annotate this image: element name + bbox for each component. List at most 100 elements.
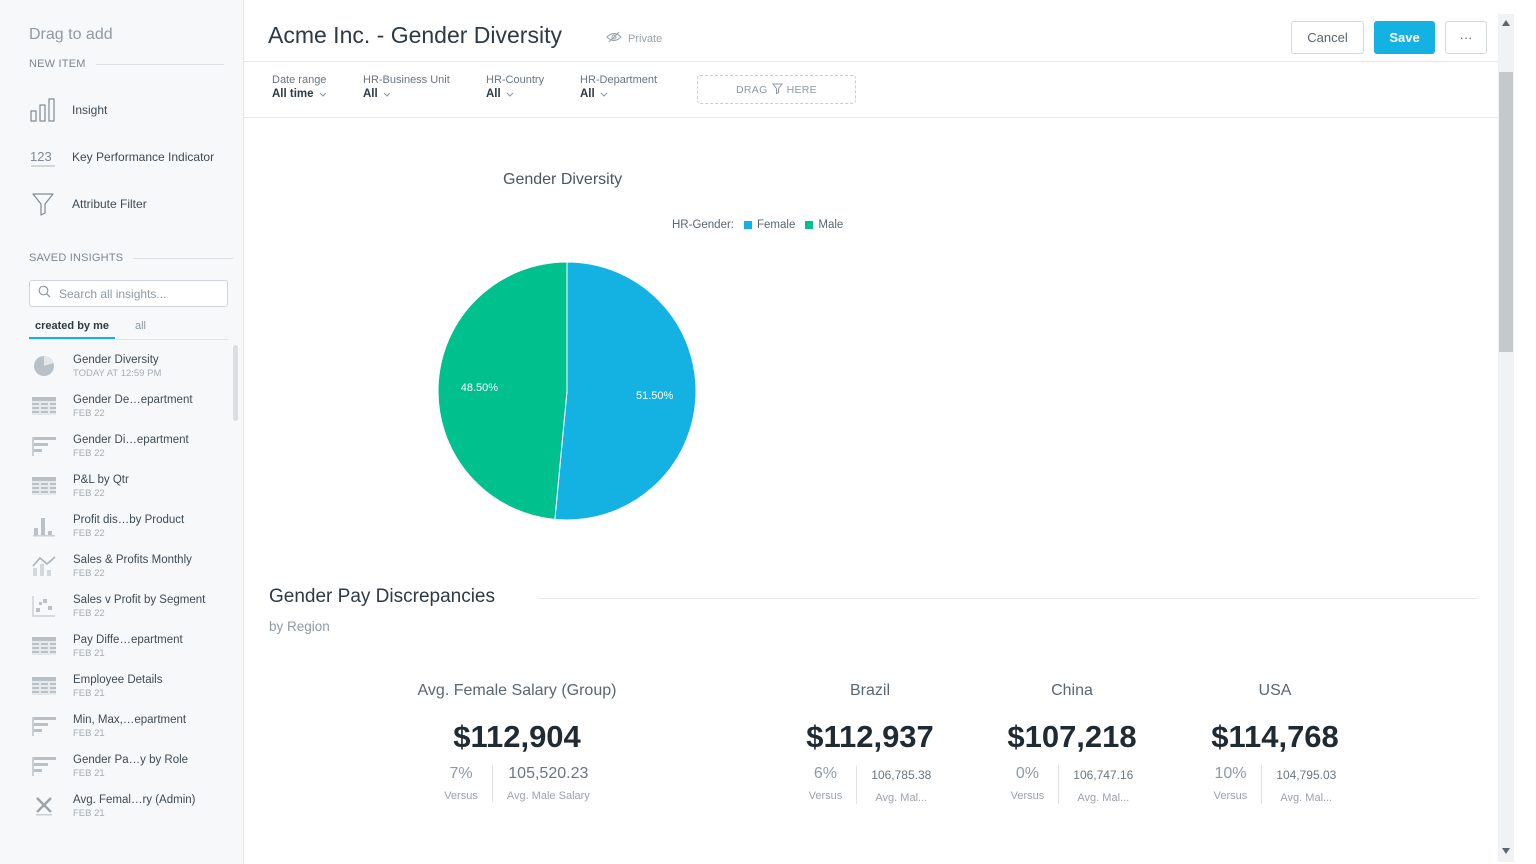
scatter-icon: [29, 591, 59, 621]
search-icon: [38, 285, 51, 303]
section-divider: [133, 257, 234, 259]
cancel-button[interactable]: Cancel: [1291, 21, 1364, 54]
saved-insights-list: Gender Diversity TODAY AT 12:59 PM Gender …: [29, 346, 234, 826]
sidebar-scrollbar[interactable]: [233, 345, 238, 421]
insight-name: Gender Pa…y by Role: [73, 753, 189, 766]
scroll-up-arrow-icon[interactable]: [1502, 20, 1510, 26]
legend-swatch-male: [805, 221, 814, 229]
saved-insight-item[interactable]: Gender De…epartment FEB 22: [29, 386, 234, 426]
pie-chart-icon: [29, 351, 59, 381]
funnel-icon: [29, 190, 57, 218]
filter-country[interactable]: HR-Country All: [486, 74, 544, 100]
legend-title: HR-Gender:: [672, 219, 734, 231]
insight-date: FEB 22: [73, 527, 105, 539]
kpi-change-caption: Versus: [1010, 790, 1045, 802]
pie-slice-male[interactable]: [437, 261, 568, 520]
saved-insight-item[interactable]: Sales v Profit by Segment FEB 22: [29, 586, 234, 626]
saved-insight-item[interactable]: Employee Details FEB 21: [29, 666, 234, 706]
table-icon: [29, 471, 59, 501]
scrollbar-thumb[interactable]: [1499, 72, 1513, 352]
kpi-avg-female-salary-group[interactable]: Avg. Female Salary (Group) $112,904 7% Ve…: [412, 682, 622, 802]
saved-insight-item[interactable]: P&L by Qtr FEB 22: [29, 466, 234, 506]
new-item-insight[interactable]: Insight: [29, 92, 229, 128]
pie-slice-female[interactable]: [554, 261, 697, 521]
horizontal-bar-icon: [29, 751, 59, 781]
kpi-comparison-value: 106,747.16: [1073, 768, 1134, 782]
kpi-value: $107,218: [1007, 719, 1137, 754]
new-item-attribute-filter[interactable]: Attribute Filter: [29, 186, 229, 222]
main-scrollbar[interactable]: [1498, 14, 1514, 862]
new-item-label: Key Performance Indicator: [72, 150, 215, 164]
saved-insight-item[interactable]: Sales & Profits Monthly FEB 22: [29, 546, 234, 586]
legend-swatch-female: [744, 221, 752, 229]
filter-value: All time: [272, 88, 314, 100]
visibility-indicator[interactable]: Private: [606, 31, 662, 46]
bar-chart-icon: [29, 96, 57, 124]
pie-data-label: 48.50%: [461, 382, 499, 394]
kpi-title: USA: [1258, 682, 1292, 699]
insight-name: Gender De…epartment: [73, 393, 193, 406]
saved-insight-item[interactable]: Profit dis…by Product FEB 22: [29, 506, 234, 546]
insight-date: FEB 22: [73, 567, 105, 579]
insight-name: Pay Diffe…epartment: [73, 633, 183, 646]
page-title[interactable]: Acme Inc. - Gender Diversity: [268, 22, 562, 48]
section-title: Gender Pay Discrepancies: [269, 586, 495, 607]
combo-chart-icon: [29, 551, 59, 581]
insight-name: Gender Di…epartment: [73, 433, 189, 446]
insight-name: Min, Max,…epartment: [73, 713, 187, 726]
kpi-value: $112,904: [453, 719, 581, 754]
kpi-change-caption: Versus: [1213, 790, 1248, 802]
filter-business-unit[interactable]: HR-Business Unit All: [363, 74, 450, 100]
insight-date: FEB 22: [73, 447, 105, 459]
table-icon: [29, 671, 59, 701]
saved-insight-item[interactable]: Gender Pa…y by Role FEB 21: [29, 746, 234, 786]
horizontal-bar-icon: [29, 711, 59, 741]
scroll-down-arrow-icon[interactable]: [1502, 848, 1510, 854]
insight-name: Employee Details: [73, 673, 163, 686]
filter-value: All: [580, 88, 595, 100]
search-box[interactable]: [29, 280, 228, 307]
legend-item-female[interactable]: Female: [757, 219, 796, 231]
filter-drop-zone[interactable]: DRAG HERE: [697, 75, 856, 104]
kpi-china[interactable]: China $107,218 0% Versus 106,747.16 Avg. M…: [982, 682, 1162, 804]
tab-created-by-me[interactable]: created by me: [29, 320, 115, 340]
kpi-change-percent: 7%: [449, 765, 473, 782]
save-button[interactable]: Save: [1374, 21, 1435, 54]
sidebar-title: Drag to add: [29, 26, 113, 43]
insight-date: FEB 22: [73, 487, 105, 499]
insight-date: FEB 22: [73, 407, 105, 419]
filter-name: HR-Department: [580, 74, 658, 86]
section-divider: [95, 63, 224, 65]
legend-item-male[interactable]: Male: [818, 219, 844, 231]
new-item-kpi[interactable]: 123 Key Performance Indicator: [29, 139, 229, 175]
kpi-value: $112,937: [806, 719, 934, 754]
kpi-change-caption: Versus: [444, 790, 478, 802]
eye-slash-icon: [606, 31, 628, 46]
saved-insight-item[interactable]: Gender Di…epartment FEB 22: [29, 426, 234, 466]
insight-name: Profit dis…by Product: [73, 513, 185, 526]
filter-bar: Date range All time HR-Business Unit All…: [244, 62, 1498, 118]
insight-tabs: created by me all: [29, 320, 152, 340]
kpi-title: China: [1051, 682, 1093, 699]
kpi-usa[interactable]: USA $114,768 10% Versus 104,795.03 Avg. Ma…: [1185, 682, 1365, 804]
table-icon: [29, 631, 59, 661]
saved-insight-item[interactable]: Gender Diversity TODAY AT 12:59 PM: [29, 346, 234, 386]
table-icon: [29, 391, 59, 421]
filter-department[interactable]: HR-Department All: [580, 74, 657, 100]
tab-all[interactable]: all: [134, 320, 146, 332]
saved-insight-item[interactable]: Avg. Femal…ry (Admin) FEB 21: [29, 786, 234, 826]
insight-name: P&L by Qtr: [73, 473, 129, 486]
saved-insight-item[interactable]: Min, Max,…epartment FEB 21: [29, 706, 234, 746]
kpi-change-percent: 0%: [1015, 765, 1040, 782]
search-input[interactable]: [59, 286, 219, 301]
kpi-value: $114,768: [1211, 719, 1339, 754]
section-subtitle: by Region: [269, 619, 330, 634]
more-options-button[interactable]: ···: [1445, 21, 1487, 54]
kpi-comparison-caption: Avg. Mal...: [1280, 792, 1333, 804]
kpi-brazil[interactable]: Brazil $112,937 6% Versus 106,785.38 Avg. …: [780, 682, 960, 804]
new-item-label: Insight: [72, 103, 108, 117]
filter-date-range[interactable]: Date range All time: [272, 74, 327, 100]
chart-title: Gender Diversity: [503, 171, 623, 188]
saved-insight-item[interactable]: Pay Diffe…epartment FEB 21: [29, 626, 234, 666]
